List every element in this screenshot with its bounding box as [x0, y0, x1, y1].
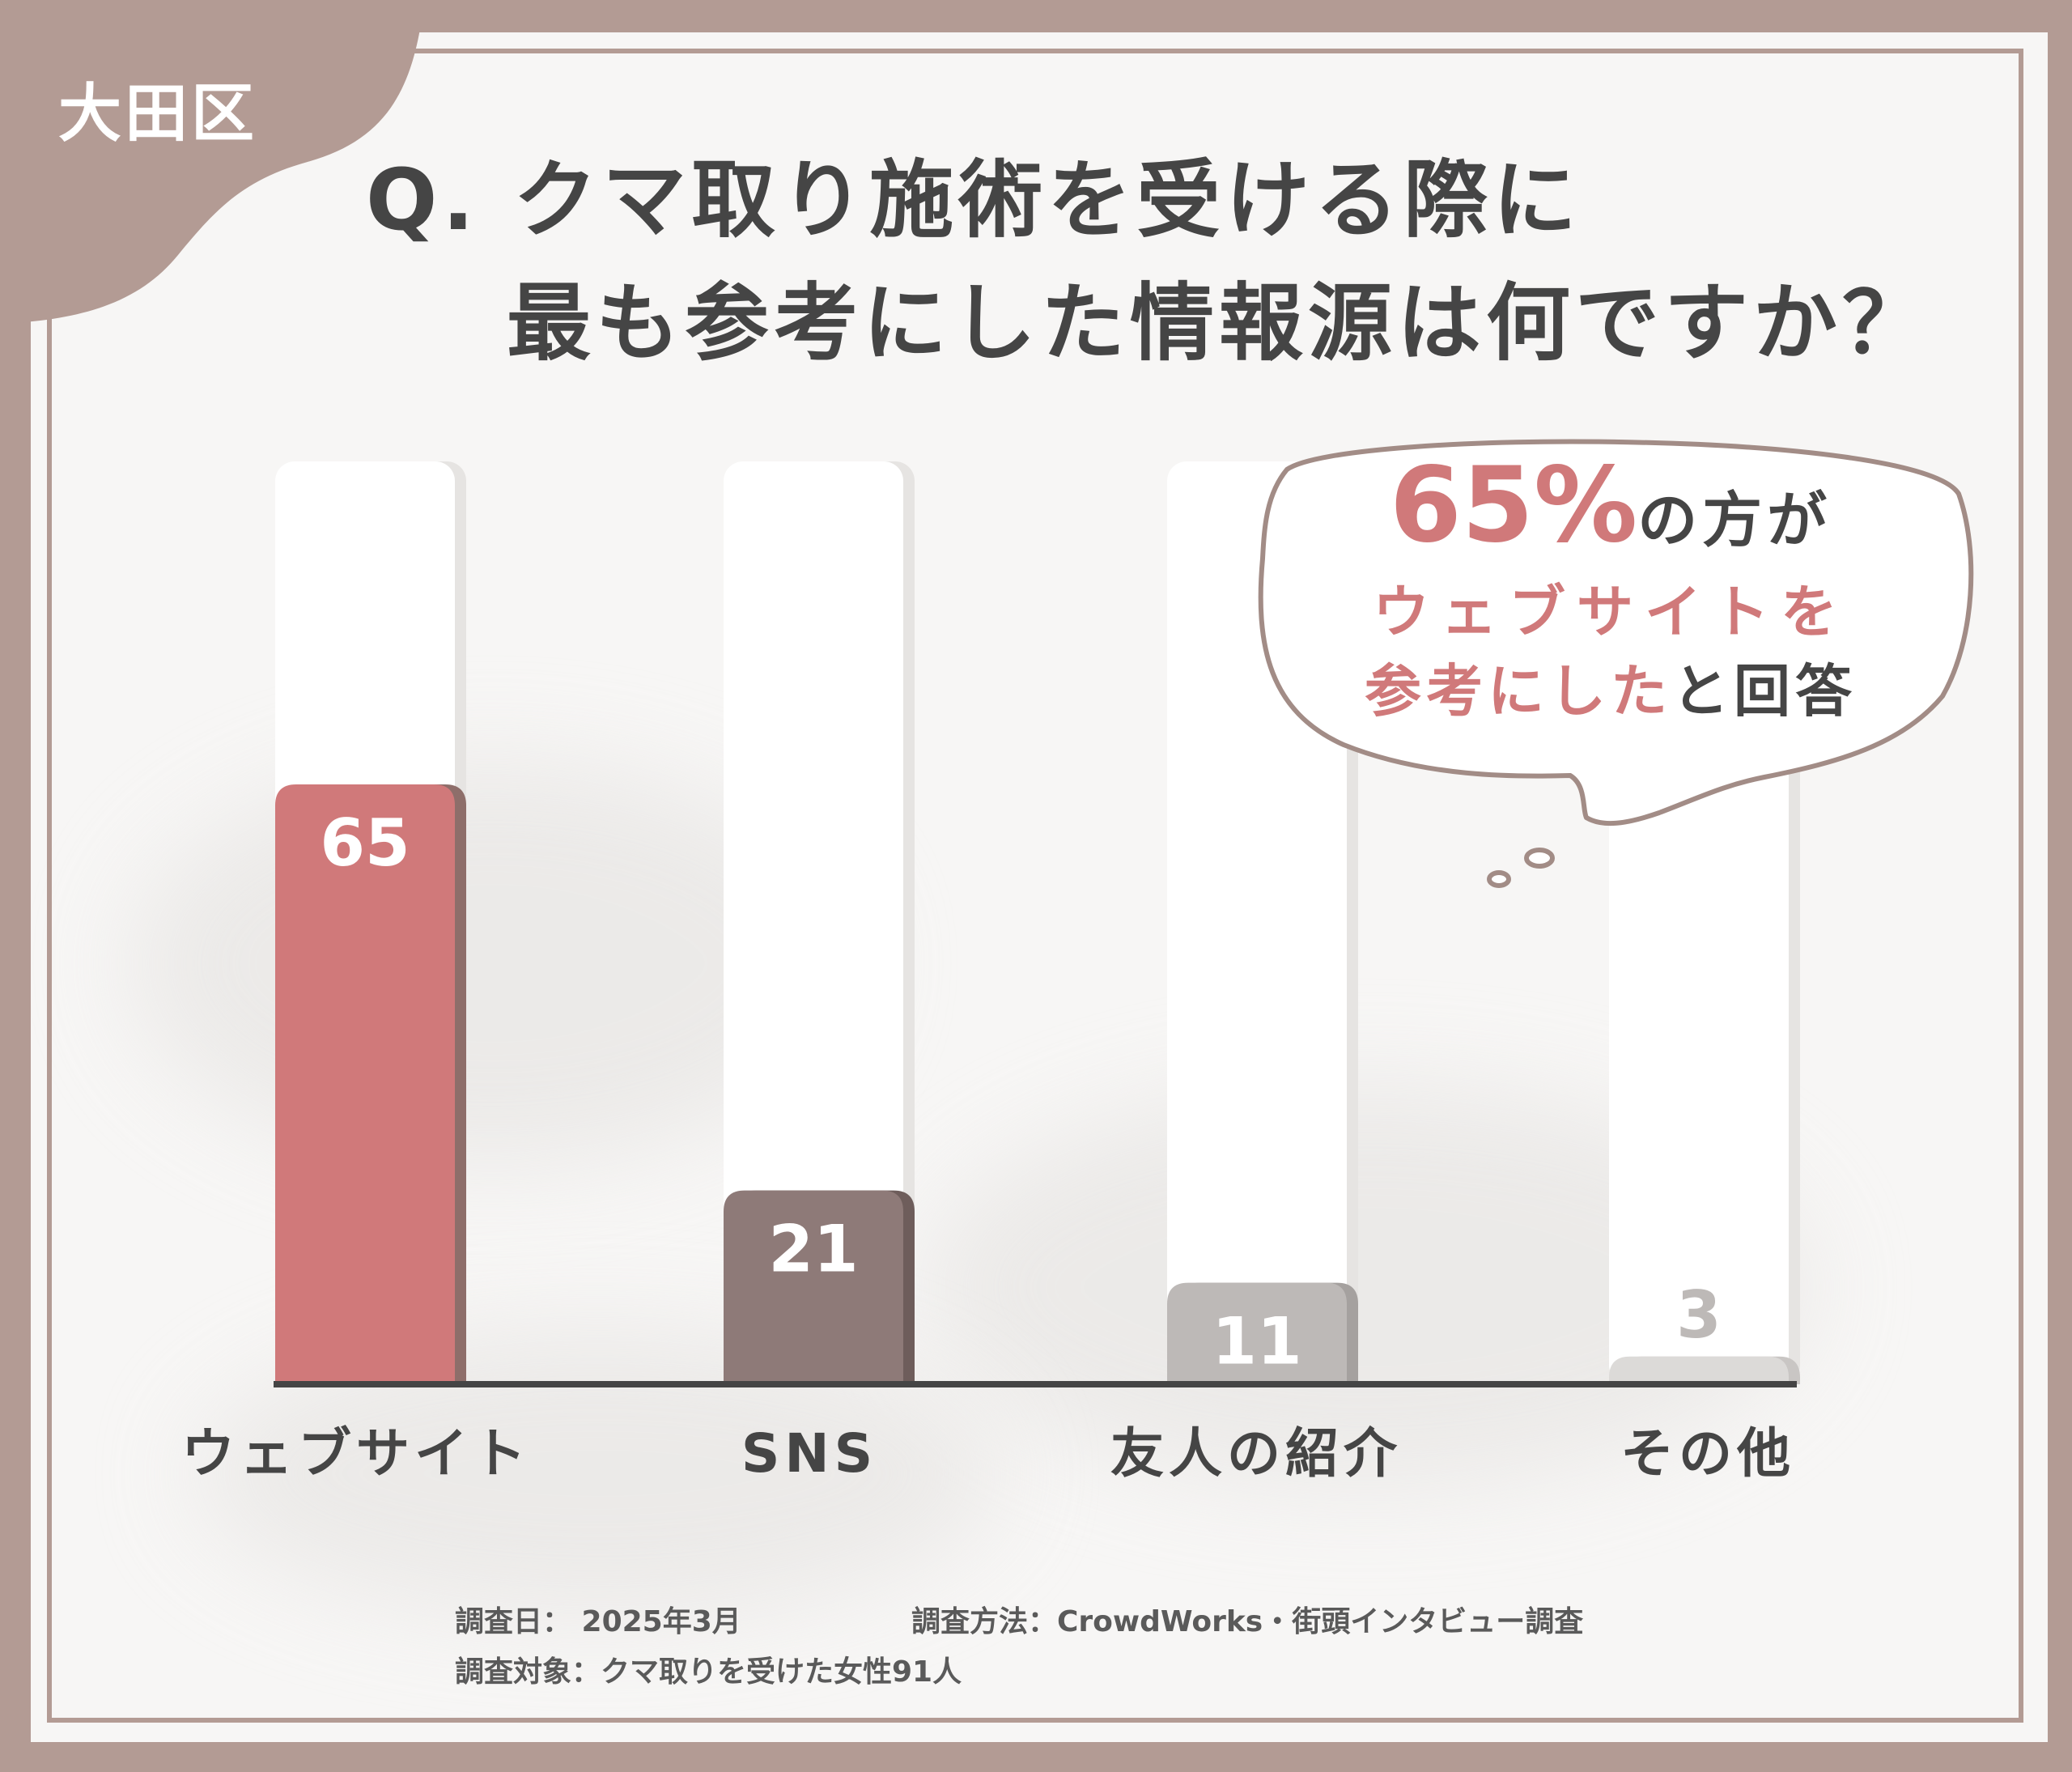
- callout-text2: ウェブサイトを: [1373, 579, 1849, 645]
- speech-bubble-shape: [1258, 439, 1974, 888]
- bar: [1609, 1356, 1789, 1384]
- bar-track: [724, 461, 903, 1384]
- survey-date: 調査日： 2025年3月: [455, 1605, 741, 1638]
- category-label: SNS: [741, 1422, 877, 1485]
- bar: [724, 1190, 903, 1384]
- ward-label: 大田区: [58, 78, 258, 151]
- ward-tab-shape: [0, 0, 421, 324]
- survey-method: 調査方法：CrowdWorks・街頭インタビュー調査: [911, 1605, 1584, 1638]
- inner-frame: [47, 49, 2023, 1723]
- bar: [275, 784, 455, 1384]
- data-label: 65: [320, 805, 410, 881]
- bar: [1167, 1282, 1347, 1384]
- page-title-line2: 最も参考にした情報源は何ですか？: [507, 274, 1932, 372]
- survey-target: 調査対象：クマ取りを受けた女性91人: [455, 1655, 962, 1689]
- category-label: ウェブサイト: [181, 1422, 531, 1485]
- ward-tab: [0, 0, 421, 340]
- speech-bubble: 65%の方が ウェブサイトを 参考にしたと回答: [1246, 437, 1975, 890]
- data-label: 3: [1676, 1277, 1722, 1353]
- callout-text3-highlight: 参考にした: [1365, 658, 1672, 725]
- callout-line1: 65%の方が: [1246, 445, 1975, 566]
- data-label: 11: [1212, 1304, 1301, 1379]
- page-title-line1: Q. クマ取り施術を受ける際に: [366, 151, 1582, 249]
- data-label: 21: [768, 1212, 858, 1287]
- category-label: 友人の紹介: [1110, 1422, 1402, 1485]
- callout-text3: と回答: [1672, 658, 1857, 725]
- category-label: その他: [1620, 1422, 1795, 1485]
- callout-text1: の方が: [1637, 486, 1832, 555]
- callout-line3: 参考にしたと回答: [1246, 646, 1975, 728]
- callout-percent: 65%: [1389, 445, 1638, 566]
